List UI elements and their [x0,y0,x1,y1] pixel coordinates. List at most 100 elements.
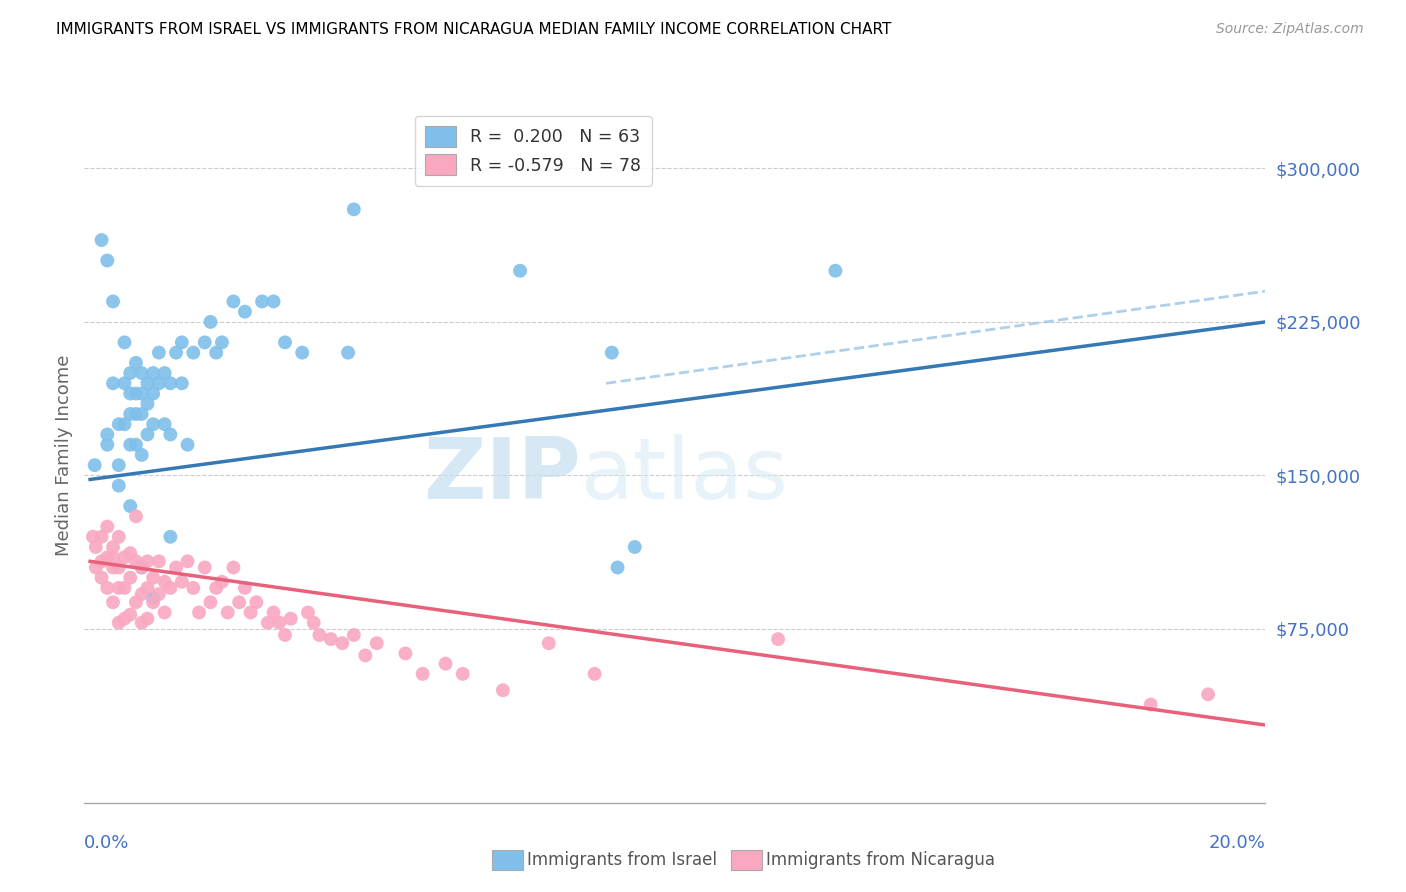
Point [170,335,193,350]
Point [120,407,142,421]
Text: 0.0%: 0.0% [84,834,129,852]
Point [125,356,148,370]
Point [170,574,193,589]
Point [319,632,342,646]
Point [120,386,142,401]
Point [101,560,124,574]
Point [114,612,136,626]
Point [159,427,181,442]
Point [239,606,262,620]
Point [148,587,170,601]
Point [107,560,129,574]
Point [101,595,124,609]
Point [107,478,129,492]
Point [194,560,217,574]
Point [136,612,159,626]
Point [412,666,434,681]
Point [205,345,228,359]
Point [148,554,170,568]
Point [101,376,124,391]
Point [131,560,153,574]
Point [153,574,176,589]
Point [125,407,148,421]
Point [101,550,124,565]
Point [211,574,233,589]
Point [83,458,105,472]
Point [120,499,142,513]
Text: 20.0%: 20.0% [1209,834,1265,852]
Point [131,407,153,421]
Point [148,345,170,359]
Point [142,571,165,585]
Point [142,366,165,380]
Point [90,571,112,585]
Point [250,294,273,309]
Point [84,540,107,554]
Point [269,615,291,630]
Point [136,554,159,568]
Point [142,595,165,609]
Point [343,628,366,642]
Point [165,345,187,359]
Point [114,335,136,350]
Point [84,560,107,574]
Point [233,581,256,595]
Point [101,540,124,554]
Point [217,606,239,620]
Point [131,587,153,601]
Point [131,560,153,574]
Point [222,294,245,309]
Point [136,397,159,411]
Point [114,550,136,565]
Legend: R =  0.200   N = 63, R = -0.579   N = 78: R = 0.200 N = 63, R = -0.579 N = 78 [415,116,651,186]
Point [120,438,142,452]
Point [308,628,330,642]
Point [107,417,129,432]
Text: atlas: atlas [581,434,789,517]
Point [82,530,104,544]
Text: IMMIGRANTS FROM ISRAEL VS IMMIGRANTS FROM NICARAGUA MEDIAN FAMILY INCOME CORRELA: IMMIGRANTS FROM ISRAEL VS IMMIGRANTS FRO… [56,22,891,37]
Point [394,647,416,661]
Point [343,202,366,217]
Point [205,581,228,595]
Point [125,438,148,452]
Text: Source: ZipAtlas.com: Source: ZipAtlas.com [1216,22,1364,37]
Point [136,581,159,595]
Point [96,581,118,595]
Point [114,376,136,391]
Point [181,581,204,595]
Point [96,427,118,442]
Point [90,530,112,544]
Point [188,606,211,620]
Point [583,666,606,681]
Text: Immigrants from Nicaragua: Immigrants from Nicaragua [766,851,995,869]
Point [600,345,623,359]
Point [142,386,165,401]
Point [337,345,360,359]
Point [153,606,176,620]
Point [194,335,217,350]
Point [537,636,560,650]
Point [153,366,176,380]
Point [291,345,314,359]
Point [136,376,159,391]
Point [766,632,789,646]
Point [297,606,319,620]
Point [330,636,353,650]
Point [125,386,148,401]
Point [1197,687,1219,701]
Point [159,376,181,391]
Point [606,560,628,574]
Point [170,376,193,391]
Point [256,615,278,630]
Point [824,264,846,278]
Point [233,304,256,318]
Point [200,315,222,329]
Point [228,595,250,609]
Point [90,554,112,568]
Point [434,657,457,671]
Point [366,636,388,650]
Point [148,376,170,391]
Point [114,581,136,595]
Point [222,560,245,574]
